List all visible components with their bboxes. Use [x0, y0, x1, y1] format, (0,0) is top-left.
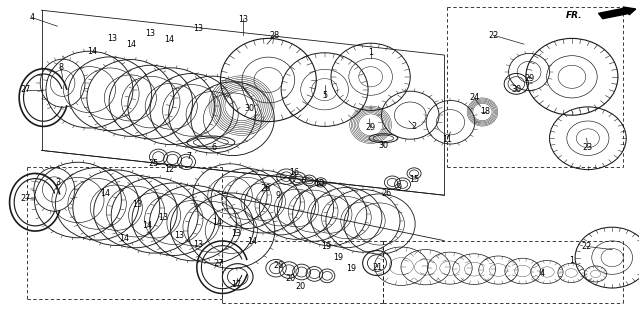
Text: 2: 2	[412, 122, 417, 131]
Text: 13: 13	[145, 29, 155, 38]
Text: 13: 13	[193, 24, 203, 33]
Text: 23: 23	[583, 143, 593, 152]
Text: 13: 13	[158, 213, 168, 222]
Text: 1: 1	[368, 48, 373, 57]
Text: 26: 26	[260, 184, 270, 193]
Text: 25: 25	[148, 159, 158, 168]
Text: 11: 11	[442, 135, 452, 144]
Text: 29: 29	[524, 74, 534, 83]
Text: 14: 14	[164, 36, 174, 44]
Text: 29: 29	[366, 124, 376, 132]
Text: 13: 13	[132, 200, 142, 209]
Text: 14: 14	[88, 47, 98, 56]
Text: 30: 30	[378, 141, 389, 150]
Text: 7: 7	[186, 152, 191, 161]
Text: 9: 9	[275, 191, 281, 200]
Text: 4: 4	[539, 269, 544, 278]
Text: 4: 4	[29, 13, 35, 22]
Text: 21: 21	[372, 263, 382, 272]
Text: 27: 27	[213, 260, 224, 268]
Text: 19: 19	[346, 264, 357, 273]
Text: 3: 3	[55, 178, 60, 187]
Text: 19: 19	[321, 242, 331, 251]
Text: 9: 9	[397, 183, 402, 192]
Text: FR.: FR.	[566, 11, 583, 20]
Text: 13: 13	[174, 231, 184, 240]
Text: 28: 28	[270, 31, 280, 40]
Text: 10: 10	[314, 180, 325, 188]
Text: 13: 13	[238, 15, 248, 24]
Text: 6: 6	[212, 143, 217, 152]
Text: 15: 15	[409, 175, 419, 184]
Text: 18: 18	[481, 108, 491, 116]
Text: 5: 5	[322, 92, 327, 100]
Text: 19: 19	[334, 253, 344, 262]
Text: 14: 14	[212, 218, 222, 227]
Text: 20: 20	[286, 274, 296, 283]
Text: 20: 20	[273, 261, 283, 270]
Text: 26: 26	[381, 189, 392, 198]
Text: 20: 20	[295, 282, 305, 291]
Text: 27: 27	[20, 194, 31, 203]
Text: 13: 13	[107, 34, 117, 43]
Text: 1: 1	[569, 256, 574, 265]
Text: 13: 13	[231, 229, 242, 238]
Text: 24: 24	[469, 93, 479, 102]
Text: 12: 12	[164, 165, 174, 174]
Text: 14: 14	[100, 189, 111, 198]
Text: 17: 17	[231, 280, 242, 289]
Text: 13: 13	[193, 240, 203, 249]
Text: 30: 30	[244, 104, 254, 113]
Text: 22: 22	[488, 31, 498, 40]
Text: 14: 14	[247, 237, 258, 246]
Text: 27: 27	[20, 85, 31, 94]
Text: 8: 8	[58, 63, 63, 72]
FancyArrow shape	[599, 7, 636, 19]
Text: 30: 30	[511, 85, 521, 94]
Text: 22: 22	[581, 242, 592, 251]
Text: 14: 14	[119, 234, 130, 243]
Text: 14: 14	[126, 40, 136, 49]
Text: 14: 14	[142, 221, 152, 230]
Text: 16: 16	[289, 168, 299, 177]
